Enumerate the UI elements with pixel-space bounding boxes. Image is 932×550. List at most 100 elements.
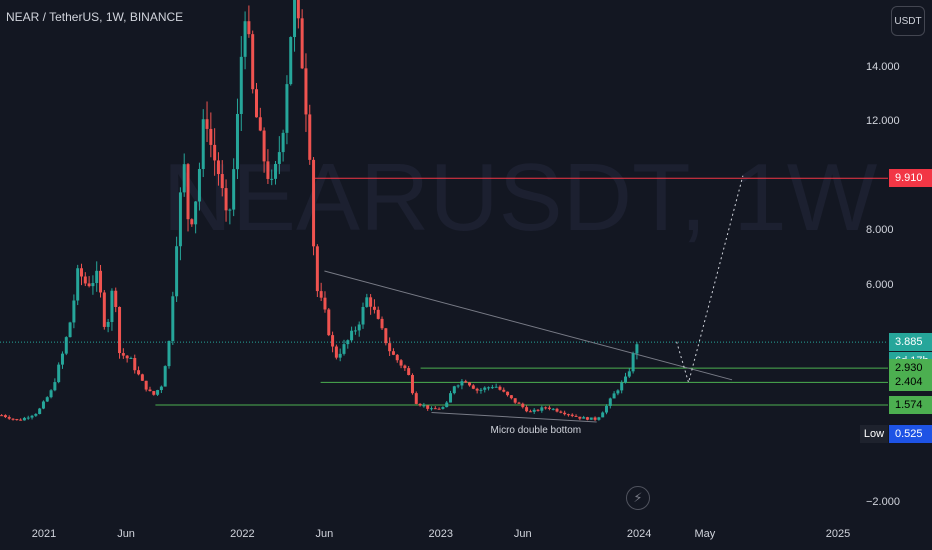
trendline-0[interactable] <box>324 270 733 381</box>
x-tick-label: 2021 <box>31 528 57 540</box>
candle <box>456 384 460 389</box>
candle <box>114 287 118 313</box>
candle <box>274 161 278 185</box>
candle <box>79 263 83 286</box>
candle <box>300 9 304 70</box>
candle <box>125 354 129 363</box>
candle <box>426 405 430 411</box>
candle <box>178 187 182 261</box>
candle <box>209 112 213 158</box>
candle <box>582 415 586 419</box>
candle <box>578 416 582 421</box>
candle <box>49 389 53 399</box>
candle <box>258 107 262 132</box>
candle <box>251 30 255 94</box>
candle <box>464 379 468 383</box>
candle <box>585 416 589 421</box>
candle <box>612 391 616 399</box>
candle <box>281 129 285 162</box>
price-badge: 9.910 <box>889 169 932 188</box>
symbol-title[interactable]: NEAR / TetherUS, 1W, BINANCE <box>6 10 184 24</box>
candle <box>433 406 437 410</box>
candle <box>536 409 540 412</box>
candle <box>296 0 300 29</box>
candle <box>216 152 220 186</box>
candle <box>102 290 106 330</box>
candle <box>129 356 133 360</box>
candle <box>175 236 179 302</box>
candle <box>547 405 551 411</box>
candle <box>601 411 605 418</box>
trendline-1[interactable] <box>431 411 597 423</box>
candle <box>331 331 335 353</box>
x-tick-label: May <box>694 528 716 540</box>
candle <box>631 351 635 374</box>
candle <box>388 337 392 356</box>
candle <box>372 299 376 314</box>
candle <box>544 406 548 410</box>
candle <box>487 386 491 391</box>
lightning-icon[interactable]: ⚡ <box>626 486 650 510</box>
candle <box>285 75 289 145</box>
candle <box>144 380 148 392</box>
candle <box>570 413 574 418</box>
candle <box>34 413 38 417</box>
candle <box>437 407 441 410</box>
projection-dotted-line[interactable] <box>676 175 744 385</box>
candle <box>407 366 411 376</box>
candle <box>26 415 30 420</box>
candle <box>30 414 34 420</box>
candle <box>167 340 171 369</box>
x-tick-label: Jun <box>117 528 135 540</box>
candle <box>186 163 190 232</box>
candle <box>213 128 217 176</box>
candle <box>376 306 380 320</box>
candle <box>509 394 513 400</box>
candle <box>0 414 4 417</box>
candle <box>441 406 445 410</box>
horizontal-levels <box>0 177 888 406</box>
candle <box>353 326 357 335</box>
low-label: Low <box>860 424 888 443</box>
trendlines <box>324 270 733 423</box>
candle <box>593 416 597 422</box>
price-badge: 2.404 <box>889 373 932 392</box>
candle <box>57 362 61 384</box>
candle <box>262 127 266 173</box>
candle <box>365 293 369 308</box>
candle <box>627 368 631 378</box>
candle <box>399 359 403 369</box>
candle <box>327 307 331 337</box>
candle <box>304 53 308 132</box>
price-badge: 0.525 <box>889 424 932 443</box>
micro-double-bottom-annotation[interactable]: Micro double bottom <box>490 425 582 437</box>
candle <box>589 417 593 420</box>
x-tick-label: Jun <box>315 528 334 540</box>
currency-button[interactable]: USDT <box>891 6 925 36</box>
candle <box>528 409 532 413</box>
candle <box>334 344 338 360</box>
candle <box>118 306 122 359</box>
candle <box>19 418 23 421</box>
candle <box>243 11 247 70</box>
candle <box>559 410 563 414</box>
candle <box>106 318 110 333</box>
candle <box>395 354 399 363</box>
candle <box>540 405 544 413</box>
candle <box>140 373 144 381</box>
candle <box>525 405 529 413</box>
candle <box>156 389 160 397</box>
candle <box>76 264 80 306</box>
candle <box>498 385 502 391</box>
candle <box>95 261 99 292</box>
candle <box>506 391 510 397</box>
candle <box>350 326 354 343</box>
candle <box>384 327 388 346</box>
candle <box>635 342 639 360</box>
candle <box>224 179 228 222</box>
candle <box>369 294 373 315</box>
candle <box>182 153 186 197</box>
candle <box>133 354 137 374</box>
candle <box>22 416 26 421</box>
